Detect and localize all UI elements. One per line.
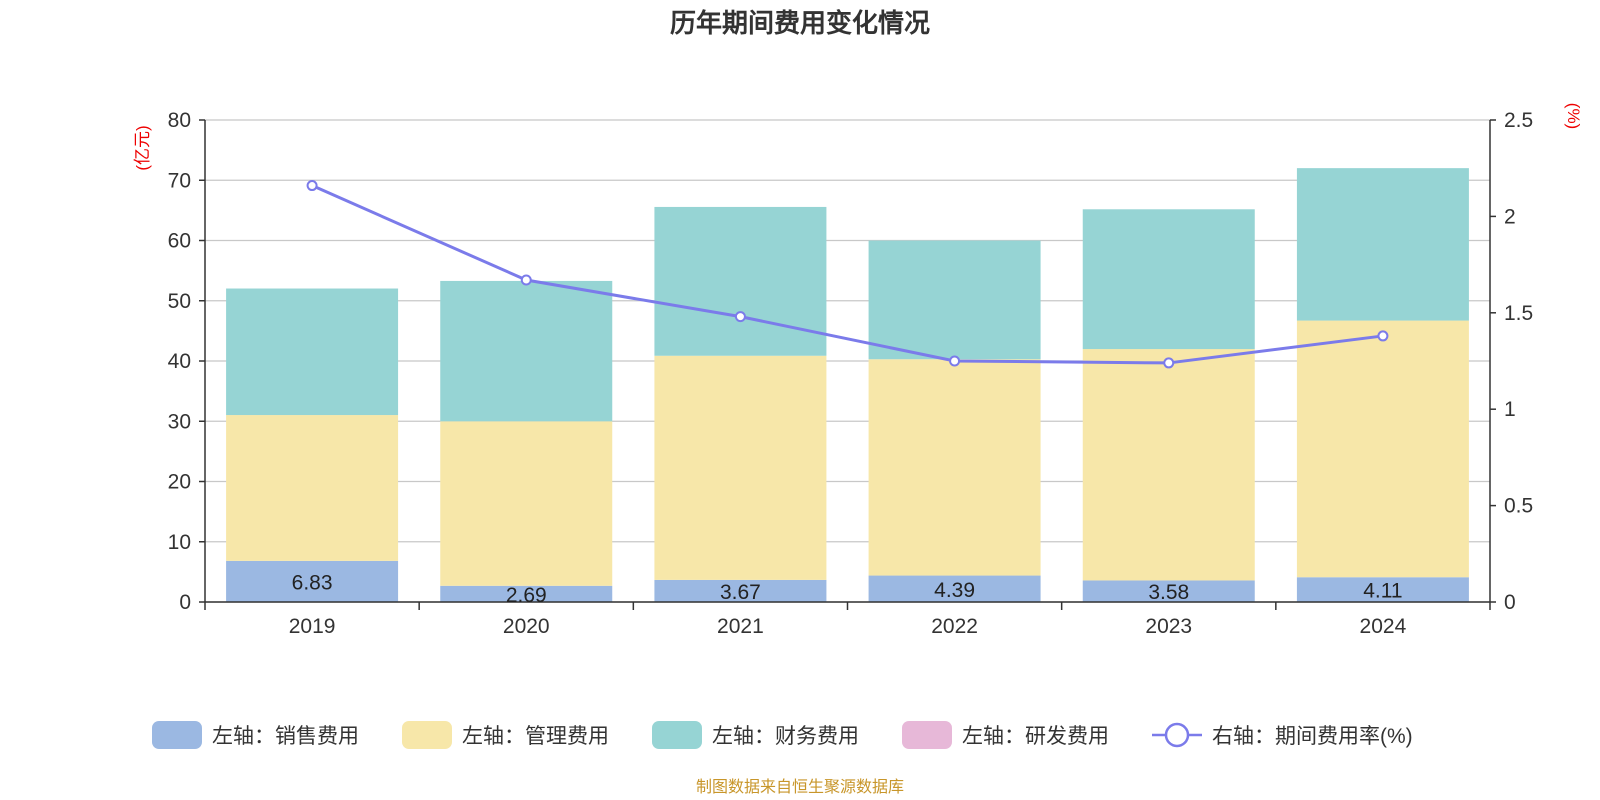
x-axis-label: 2021 (717, 615, 764, 638)
rate-point-2020 (520, 274, 532, 286)
x-axis-label: 2019 (289, 615, 336, 638)
legend: 左轴：销售费用 左轴：管理费用 左轴：财务费用 左轴：研发费用 右轴：期间费用率(%) (152, 721, 1413, 749)
left-axis-tick-label: 20 (168, 471, 191, 494)
data-label: 6.83 (292, 571, 333, 594)
right-axis-tick-label: 2.5 (1504, 109, 1533, 132)
left-axis-tick-label: 40 (168, 350, 191, 373)
legend-label: 左轴：研发费用 (962, 725, 1109, 748)
legend-swatch (902, 721, 952, 749)
bar-财务费用-2022 (868, 240, 1041, 360)
bars (226, 168, 1469, 602)
source-note: 制图数据来自恒生聚源数据库 (696, 778, 904, 796)
right-axis-tick-label: 2 (1504, 205, 1516, 228)
legend-label: 右轴：期间费用率(%) (1212, 725, 1413, 748)
x-axis-label: 2023 (1145, 615, 1192, 638)
rate-point-2023 (1163, 357, 1175, 369)
bar-管理费用-2023 (1082, 349, 1255, 581)
bar-管理费用-2020 (440, 421, 613, 586)
rate-line-path (311, 184, 1384, 365)
rate-point-2019 (306, 180, 318, 192)
bar-财务费用-2019 (226, 288, 399, 416)
data-label: 4.11 (1363, 580, 1402, 603)
legend-swatch (402, 721, 452, 749)
rate-line (306, 180, 1389, 369)
legend-line-marker (1164, 722, 1190, 748)
left-axis-tick-label: 0 (179, 591, 191, 614)
data-label: 4.39 (934, 579, 975, 602)
x-axis-label: 2024 (1360, 615, 1407, 638)
data-label: 3.67 (720, 581, 761, 604)
left-axis-tick-label: 50 (168, 290, 191, 313)
bar-财务费用-2024 (1296, 168, 1469, 321)
bar-销售费用-2024 (1296, 577, 1469, 602)
axes: 0 10 20 30 40 50 60 70 80 0 0.5 1 1.5 2 2.5 2019 2020 202… (168, 109, 1534, 638)
left-axis-tick-label: 70 (168, 169, 191, 192)
right-axis-tick-label: 1 (1504, 398, 1516, 421)
bar-管理费用-2019 (226, 415, 399, 561)
bar-销售费用-2020 (440, 585, 613, 602)
legend-label: 左轴：财务费用 (712, 725, 859, 748)
data-labels: 6.83 2.69 3.67 4.39 3.58 4.11 (292, 571, 1403, 606)
legend-label: 左轴：管理费用 (462, 725, 609, 748)
bar-财务费用-2023 (1082, 209, 1255, 350)
legend-swatch (652, 721, 702, 749)
x-axis-label: 2020 (503, 615, 550, 638)
gridlines (205, 119, 1490, 603)
bar-销售费用-2019 (226, 560, 399, 602)
right-axis-tick-label: 0 (1504, 591, 1516, 614)
left-axis-tick-label: 10 (168, 531, 191, 554)
bar-管理费用-2021 (654, 355, 827, 580)
bar-管理费用-2024 (1296, 320, 1469, 578)
rate-point-2024 (1377, 330, 1389, 342)
bar-销售费用-2023 (1082, 580, 1255, 602)
rate-point-2021 (734, 311, 746, 323)
left-axis-tick-label: 30 (168, 410, 191, 433)
x-axis-label: 2022 (931, 615, 978, 638)
bar-财务费用-2020 (440, 280, 613, 422)
left-axis-tick-label: 60 (168, 230, 191, 253)
data-label: 2.69 (506, 584, 547, 607)
chart-title: 历年期间费用变化情况 (670, 8, 930, 38)
bar-销售费用-2022 (868, 575, 1041, 602)
rate-point-2022 (949, 355, 961, 367)
right-axis-tick-label: 1.5 (1504, 302, 1533, 325)
left-axis-tick-label: 80 (168, 109, 191, 132)
legend-swatch (152, 721, 202, 749)
bar-财务费用-2021 (654, 206, 827, 356)
left-axis-unit: (亿元) (133, 125, 152, 170)
bar-销售费用-2021 (654, 579, 827, 602)
right-axis-unit: (%) (1564, 103, 1583, 129)
data-label: 3.58 (1148, 581, 1189, 604)
bar-管理费用-2022 (868, 359, 1041, 576)
legend-label: 左轴：销售费用 (212, 725, 359, 748)
right-axis-tick-label: 0.5 (1504, 495, 1533, 518)
